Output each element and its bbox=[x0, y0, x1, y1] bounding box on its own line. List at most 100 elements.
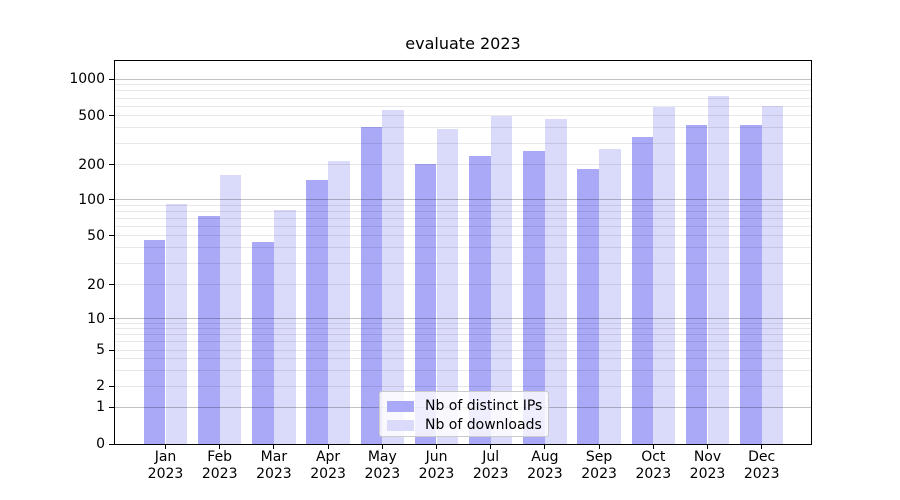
bar-distinct-ips-jul bbox=[469, 156, 491, 444]
bar-downloads-feb bbox=[219, 175, 242, 444]
x-tick-month: Nov bbox=[693, 449, 722, 465]
y-tick-mark-10 bbox=[109, 318, 114, 320]
gridline-minor-400 bbox=[115, 127, 811, 129]
chart-title: evaluate 2023 bbox=[405, 34, 521, 53]
gridline-minor-800 bbox=[115, 90, 811, 92]
y-tick-mark-500 bbox=[109, 115, 114, 117]
gridline-minor-50 bbox=[115, 235, 811, 237]
bar-downloads-dec bbox=[761, 106, 784, 444]
x-tick-year: 2023 bbox=[201, 466, 238, 482]
gridline-minor-900 bbox=[115, 84, 811, 86]
y-tick-label-2: 2 bbox=[96, 378, 105, 394]
x-tick-mark-feb bbox=[219, 444, 221, 449]
x-tick-label-nov: Nov 2023 bbox=[666, 449, 750, 483]
x-tick-mark-nov bbox=[707, 444, 708, 449]
gridline-minor-600 bbox=[115, 105, 811, 107]
plot-area bbox=[114, 60, 812, 445]
x-tick-month: Mar bbox=[260, 449, 288, 465]
x-tick-label-sep: Sep 2023 bbox=[557, 449, 641, 483]
x-tick-label-apr: Apr 2023 bbox=[286, 449, 370, 483]
gridline-minor-3 bbox=[115, 369, 811, 371]
y-tick-label-1000: 1000 bbox=[69, 71, 105, 87]
gridline-major-100 bbox=[115, 199, 811, 201]
y-tick-label-200: 200 bbox=[78, 156, 105, 173]
y-tick-mark-200 bbox=[109, 164, 114, 166]
gridline-minor-70 bbox=[115, 218, 811, 220]
y-tick-label-5: 5 bbox=[96, 342, 105, 358]
x-tick-mark-dec bbox=[761, 444, 763, 449]
x-tick-month: Apr bbox=[315, 449, 341, 465]
bar-downloads-jan bbox=[165, 203, 188, 444]
y-tick-mark-1000 bbox=[109, 78, 114, 80]
x-tick-month: Jun bbox=[425, 449, 448, 465]
x-tick-month: May bbox=[367, 449, 397, 465]
x-tick-year: 2023 bbox=[364, 466, 401, 482]
y-tick-mark-20 bbox=[109, 284, 114, 286]
y-tick-mark-100 bbox=[109, 199, 114, 201]
gridline-minor-30 bbox=[115, 262, 811, 264]
x-tick-mark-jul bbox=[490, 444, 492, 449]
x-tick-month: Dec bbox=[748, 449, 776, 465]
x-tick-label-jul: Jul 2023 bbox=[449, 449, 533, 483]
gridline-minor-700 bbox=[115, 97, 811, 99]
legend-label-downloads: Nb of downloads bbox=[425, 417, 542, 433]
x-tick-year: 2023 bbox=[635, 466, 672, 482]
x-tick-year: 2023 bbox=[310, 466, 346, 482]
gridline-minor-60 bbox=[115, 226, 811, 228]
gridline-minor-20 bbox=[115, 284, 811, 286]
x-tick-label-jan: Jan 2023 bbox=[124, 449, 208, 483]
x-tick-label-jun: Jun 2023 bbox=[395, 449, 479, 483]
x-tick-month: Oct bbox=[641, 449, 666, 465]
legend-swatch-downloads bbox=[387, 420, 414, 431]
gridline-minor-9 bbox=[115, 323, 811, 325]
gridline-minor-80 bbox=[115, 211, 811, 213]
bar-distinct-ips-mar bbox=[252, 241, 274, 444]
legend-swatch-distinct-ips bbox=[387, 401, 414, 412]
legend-item-downloads: Nb of downloads bbox=[387, 416, 542, 435]
gridline-minor-500 bbox=[115, 115, 811, 117]
x-tick-label-oct: Oct 2023 bbox=[611, 449, 695, 483]
gridline-minor-5 bbox=[115, 349, 811, 351]
x-tick-mark-sep bbox=[598, 444, 600, 449]
x-tick-year: 2023 bbox=[743, 466, 780, 482]
x-tick-year: 2023 bbox=[256, 466, 292, 482]
bar-downloads-may bbox=[382, 109, 404, 444]
y-tick-label-0: 0 bbox=[96, 436, 105, 452]
bar-distinct-ips-may bbox=[360, 127, 383, 444]
bar-downloads-oct bbox=[653, 107, 675, 444]
y-tick-mark-50 bbox=[109, 235, 114, 237]
x-tick-year: 2023 bbox=[689, 466, 726, 482]
y-tick-mark-0 bbox=[109, 443, 114, 445]
bar-distinct-ips-oct bbox=[631, 136, 654, 444]
bar-downloads-nov bbox=[707, 95, 730, 444]
bar-downloads-mar bbox=[273, 210, 296, 444]
x-tick-month: Jul bbox=[482, 449, 500, 465]
bar-distinct-ips-feb bbox=[198, 215, 220, 444]
gridline-minor-2 bbox=[115, 385, 811, 387]
y-tick-label-10: 10 bbox=[87, 310, 105, 327]
y-tick-label-20: 20 bbox=[87, 276, 105, 293]
y-tick-label-1: 1 bbox=[96, 399, 105, 415]
bar-downloads-aug bbox=[544, 119, 567, 444]
y-tick-mark-1 bbox=[109, 406, 114, 408]
x-tick-mark-aug bbox=[544, 444, 546, 449]
bar-downloads-jul bbox=[490, 116, 513, 444]
bar-distinct-ips-apr bbox=[306, 179, 329, 444]
legend-item-distinct-ips: Nb of distinct IPs bbox=[387, 397, 542, 416]
gridline-minor-6 bbox=[115, 341, 811, 343]
y-tick-label-50: 50 bbox=[87, 227, 105, 244]
x-tick-mark-mar bbox=[273, 444, 275, 449]
x-tick-label-mar: Mar 2023 bbox=[232, 449, 316, 483]
x-tick-label-may: May 2023 bbox=[340, 449, 424, 483]
x-tick-mark-jan bbox=[165, 444, 166, 449]
x-tick-mark-oct bbox=[652, 444, 654, 449]
gridline-minor-90 bbox=[115, 204, 811, 206]
y-tick-mark-5 bbox=[109, 349, 114, 351]
bar-distinct-ips-aug bbox=[523, 150, 545, 444]
bar-distinct-ips-nov bbox=[685, 125, 708, 444]
bar-downloads-sep bbox=[599, 148, 621, 444]
bar-downloads-jun bbox=[436, 129, 459, 444]
gridline-minor-40 bbox=[115, 247, 811, 249]
x-tick-label-feb: Feb 2023 bbox=[178, 449, 262, 483]
